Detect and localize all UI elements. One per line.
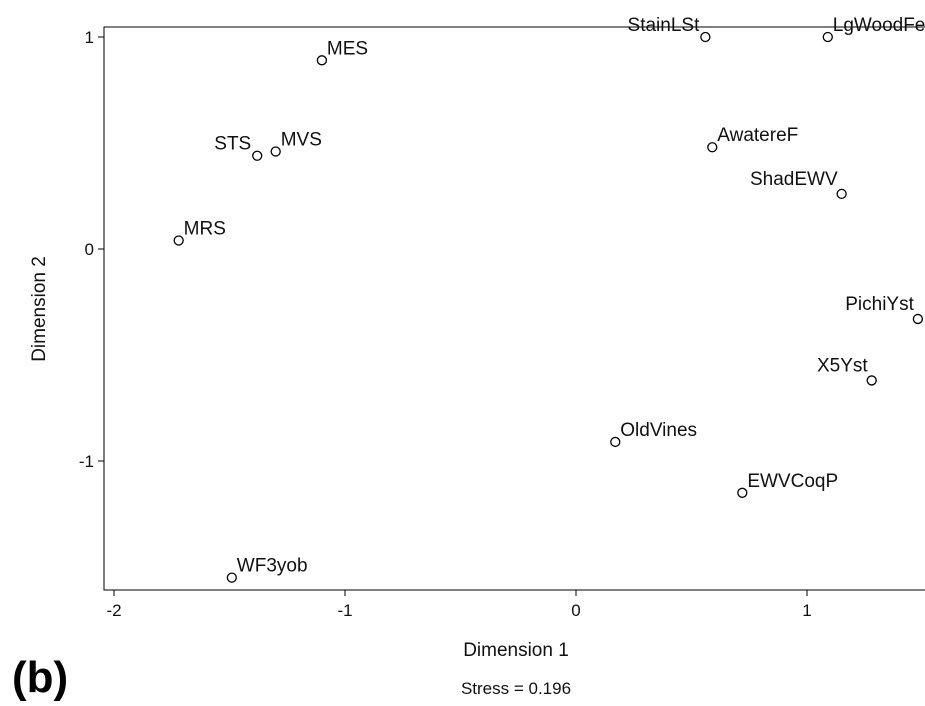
y-axis-ticks: -1 0 1	[79, 28, 104, 471]
x-axis-ticks: -2 -1 0 1	[106, 590, 812, 620]
data-point-label: PichiYst	[845, 294, 914, 315]
data-point-marker	[316, 55, 328, 66]
data-point-marker	[836, 188, 847, 200]
x-tick-label: 0	[571, 601, 580, 620]
data-point-marker	[226, 572, 237, 583]
data-point-label: MRS	[184, 219, 226, 240]
data-point-marker	[737, 487, 748, 498]
data-point-marker	[270, 146, 281, 157]
data-point-label: MVS	[281, 129, 322, 150]
stress-annotation: Stress = 0.196	[461, 679, 571, 698]
y-axis-label: Dimension 2	[29, 256, 50, 362]
data-point-label: AwatereF	[717, 125, 798, 146]
data-point-label: LgWoodFe	[833, 15, 925, 36]
x-tick-label: -1	[337, 601, 352, 620]
y-tick-label: 0	[85, 240, 94, 259]
x-axis-label: Dimension 1	[463, 640, 569, 661]
data-point-marker	[707, 142, 718, 153]
data-point-label: ShadEWV	[750, 169, 838, 190]
data-point-label: WF3yob	[237, 556, 308, 577]
y-tick-label: 1	[85, 28, 94, 47]
panel-label: (b)	[12, 653, 68, 702]
data-point-label: StainLSt	[628, 15, 701, 36]
plot-frame	[103, 26, 925, 591]
x-tick-label: 1	[802, 601, 811, 620]
data-point-label: MES	[327, 38, 368, 59]
data-point-marker	[912, 313, 924, 325]
data-point-label: STS	[214, 134, 251, 155]
data-point-marker	[610, 436, 621, 448]
data-point-marker	[866, 375, 877, 386]
data-point-marker	[252, 150, 263, 161]
data-point-label: EWVCoqP	[747, 471, 838, 492]
data-points: MES STS MVS MRS WF3yob StainLSt LgWoodFe Awater…	[173, 15, 925, 583]
data-point-marker	[700, 31, 711, 43]
data-point-marker	[173, 235, 184, 246]
y-tick-label: -1	[79, 452, 94, 471]
data-point-label: X5Yst	[817, 355, 868, 376]
data-point-marker	[822, 31, 833, 43]
data-point-label: OldVines	[620, 420, 697, 441]
x-tick-label: -2	[106, 601, 121, 620]
